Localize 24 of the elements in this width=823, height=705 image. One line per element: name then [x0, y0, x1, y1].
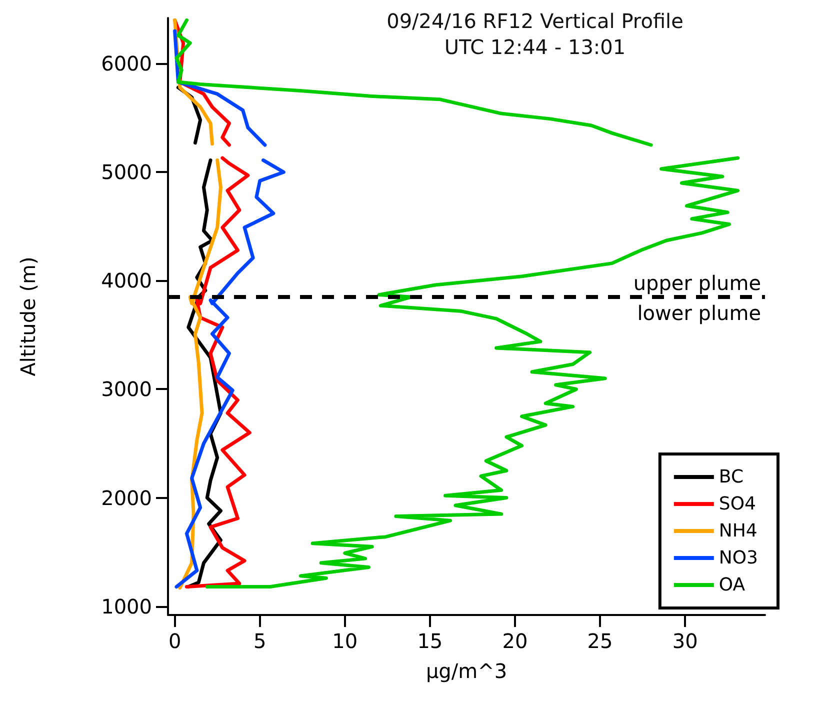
- x-tick-label: 30: [672, 629, 698, 653]
- x-tick-label: 15: [417, 629, 443, 653]
- x-axis-title: µg/m^3: [426, 659, 508, 683]
- text: UTC 12:44 - 13:01: [444, 35, 626, 59]
- x-tick-label: 5: [253, 629, 266, 653]
- legend-label: SO4: [718, 494, 756, 514]
- x-tick-label: 10: [332, 629, 358, 653]
- y-tick-label: 3000: [101, 377, 152, 402]
- x-tick-label: 25: [587, 629, 613, 653]
- y-axis-title: Altitude (m): [16, 256, 40, 376]
- x-tick-label: 0: [168, 629, 182, 653]
- y-tick-label: 1000: [101, 594, 152, 618]
- y-tick-label: 2000: [101, 486, 152, 510]
- y-tick-label: 6000: [101, 52, 152, 76]
- legend-label: NO3: [718, 548, 758, 568]
- legend-label: OA: [718, 574, 746, 596]
- annotation: upper plume: [633, 270, 761, 295]
- y-tick-label: 5000: [101, 160, 152, 184]
- chart-title: 09/24/16 RF12 Vertical Profile: [386, 9, 684, 33]
- annotation: lower plume: [637, 300, 761, 325]
- legend-label: NH4: [718, 520, 758, 542]
- y-tick-label: 4000: [101, 268, 152, 293]
- x-tick-label: 20: [502, 629, 528, 653]
- legend-label: BC: [718, 466, 744, 488]
